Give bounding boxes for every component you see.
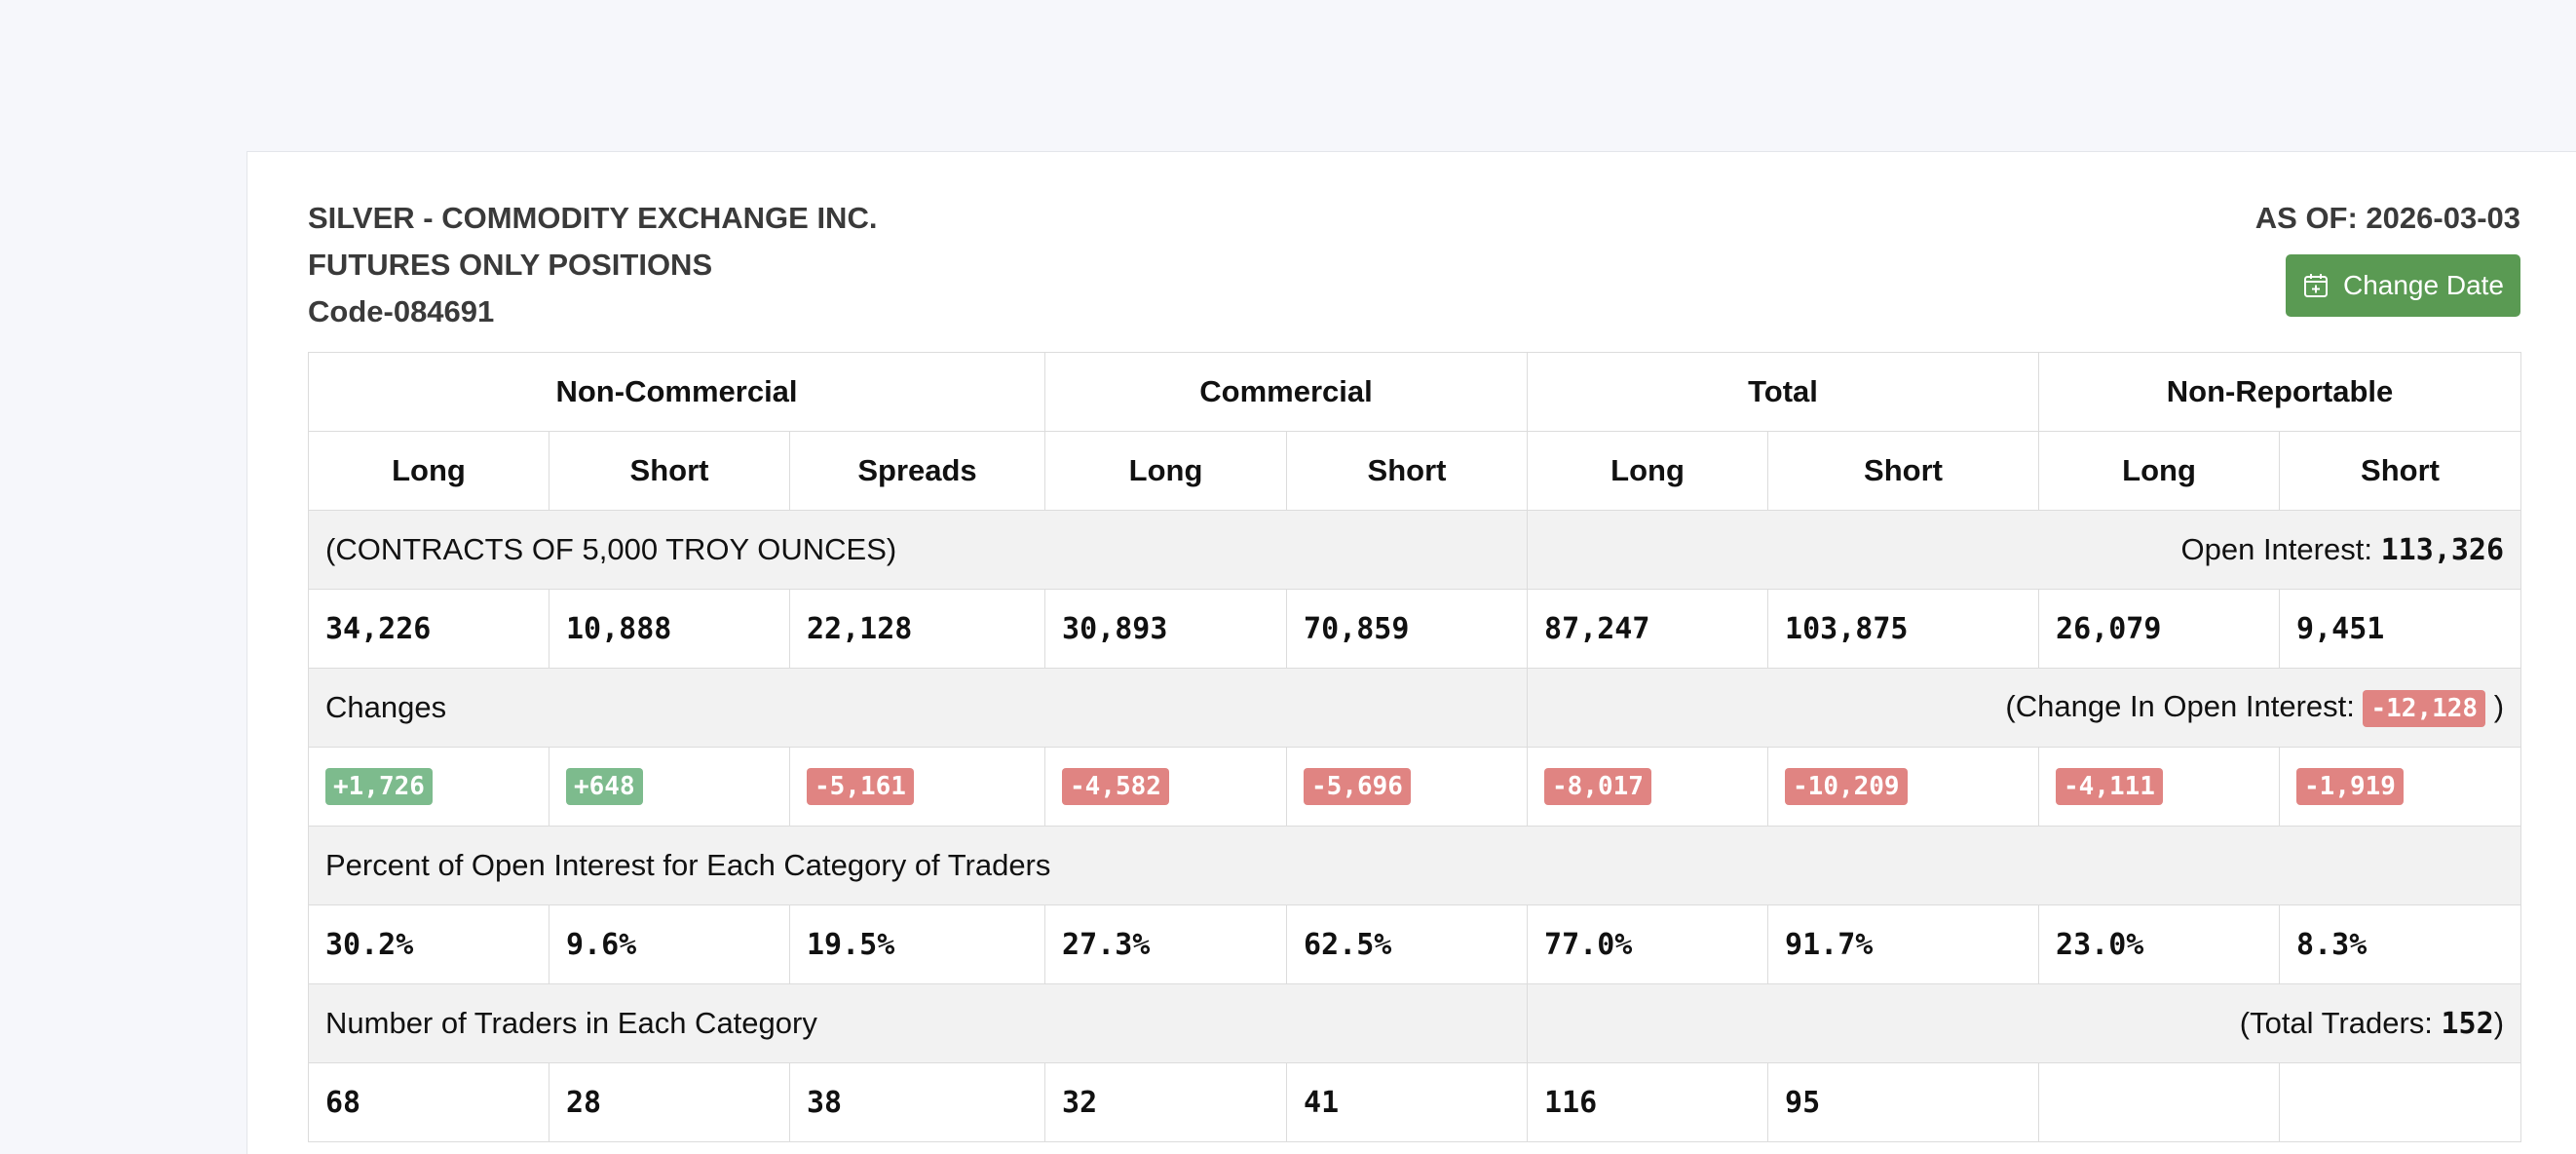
change-cell: +648 [549, 747, 790, 827]
traders-cell: 68 [308, 1062, 549, 1142]
position-cell: 87,247 [1527, 589, 1769, 669]
change-cell: -1,919 [2279, 747, 2522, 827]
position-cell: 10,888 [549, 589, 790, 669]
percent-cell: 62.5% [1286, 904, 1529, 984]
positions-row: 34,226 10,888 22,128 30,893 70,859 87,24… [308, 589, 2522, 669]
report-title-block: SILVER - COMMODITY EXCHANGE INC. FUTURES… [308, 195, 877, 335]
percent-cell: 23.0% [2038, 904, 2281, 984]
change-open-interest-suffix: ) [2493, 688, 2505, 723]
change-badge: -8,017 [1544, 768, 1651, 805]
cot-table: Non-Commercial Commercial Total Non-Repo… [307, 352, 2522, 1142]
percent-cell: 9.6% [549, 904, 790, 984]
position-cell: 9,451 [2279, 589, 2522, 669]
traders-band-row: Number of Traders in Each Category (Tota… [307, 983, 2522, 1063]
percent-cell: 30.2% [308, 904, 549, 984]
column-header: Short [1286, 431, 1529, 511]
percent-label: Percent of Open Interest for Each Catego… [307, 826, 2522, 905]
traders-cell: 38 [788, 1062, 1046, 1142]
change-cell: -4,582 [1044, 747, 1288, 827]
column-header: Short [549, 431, 790, 511]
column-header: Long [1527, 431, 1769, 511]
traders-cell: 116 [1527, 1062, 1769, 1142]
traders-cell [2038, 1062, 2281, 1142]
change-open-interest-label: (Change In Open Interest: [2005, 688, 2355, 723]
change-badge: +648 [566, 768, 643, 805]
calendar-plus-icon [2302, 272, 2330, 299]
change-badge: -5,161 [807, 768, 914, 805]
column-header: Long [2038, 431, 2281, 511]
traders-cell: 41 [1286, 1062, 1529, 1142]
percent-band-row: Percent of Open Interest for Each Catego… [307, 826, 2522, 905]
changes-band-row: Changes (Change In Open Interest: -12,12… [307, 668, 2522, 748]
position-cell: 70,859 [1286, 589, 1529, 669]
traders-label: Number of Traders in Each Category [307, 983, 1529, 1063]
column-header-row: Long Short Spreads Long Short Long Short… [308, 431, 2522, 511]
position-cell: 30,893 [1044, 589, 1288, 669]
group-total: Total [1527, 352, 2040, 432]
column-header: Short [2279, 431, 2522, 511]
change-badge: -4,111 [2056, 768, 2163, 805]
change-badge: -4,582 [1062, 768, 1169, 805]
total-traders-value: 152 [2441, 1007, 2494, 1041]
change-cell: +1,726 [308, 747, 549, 827]
change-badge: -10,209 [1785, 768, 1908, 805]
column-header: Long [308, 431, 549, 511]
group-non-commercial: Non-Commercial [307, 352, 1046, 432]
percent-row: 30.2% 9.6% 19.5% 27.3% 62.5% 77.0% 91.7%… [308, 904, 2522, 984]
change-open-interest-cell: (Change In Open Interest: -12,128 ) [1527, 668, 2522, 748]
changes-label: Changes [307, 668, 1529, 748]
change-open-interest-badge: -12,128 [2363, 689, 2486, 727]
open-interest-cell: Open Interest: 113,326 [1527, 510, 2522, 590]
contracts-label: (CONTRACTS OF 5,000 TROY OUNCES) [307, 510, 1529, 590]
traders-cell: 28 [549, 1062, 790, 1142]
change-cell: -8,017 [1527, 747, 1769, 827]
report-code: Code-084691 [308, 294, 495, 328]
report-subtitle: FUTURES ONLY POSITIONS [308, 248, 713, 282]
total-traders-suffix: ) [2493, 1006, 2505, 1040]
open-interest-value: 113,326 [2380, 533, 2505, 567]
change-badge: -5,696 [1304, 768, 1411, 805]
change-date-button[interactable]: Change Date [2286, 254, 2520, 317]
changes-row: +1,726 +648 -5,161 -4,582 -5,696 -8,017 … [308, 747, 2522, 827]
group-commercial: Commercial [1044, 352, 1529, 432]
group-header-row: Non-Commercial Commercial Total Non-Repo… [307, 352, 2522, 432]
change-date-label: Change Date [2342, 270, 2504, 300]
percent-cell: 77.0% [1527, 904, 1769, 984]
column-header: Long [1044, 431, 1288, 511]
traders-cell: 32 [1044, 1062, 1288, 1142]
total-traders-cell: (Total Traders: 152) [1527, 983, 2522, 1063]
change-cell: -5,161 [788, 747, 1046, 827]
traders-cell: 95 [1767, 1062, 2040, 1142]
as-of-date: AS OF: 2026-03-03 [2254, 201, 2520, 235]
change-cell: -4,111 [2038, 747, 2281, 827]
position-cell: 22,128 [788, 589, 1046, 669]
change-cell: -10,209 [1767, 747, 2040, 827]
open-interest-label: Open Interest: [2180, 532, 2372, 566]
percent-cell: 19.5% [788, 904, 1046, 984]
position-cell: 103,875 [1767, 589, 2040, 669]
change-badge: +1,726 [325, 768, 433, 805]
column-header: Spreads [788, 431, 1046, 511]
traders-cell [2279, 1062, 2522, 1142]
change-cell: -5,696 [1286, 747, 1529, 827]
contracts-band-row: (CONTRACTS OF 5,000 TROY OUNCES) Open In… [307, 510, 2522, 590]
traders-row: 68 28 38 32 41 116 95 [308, 1062, 2522, 1142]
group-non-reportable: Non-Reportable [2038, 352, 2522, 432]
report-title: SILVER - COMMODITY EXCHANGE INC. [308, 201, 878, 235]
cot-report-card: SILVER - COMMODITY EXCHANGE INC. FUTURES… [246, 151, 2576, 1154]
column-header: Short [1767, 431, 2040, 511]
position-cell: 34,226 [308, 589, 549, 669]
total-traders-label: (Total Traders: [2239, 1006, 2433, 1040]
percent-cell: 27.3% [1044, 904, 1288, 984]
position-cell: 26,079 [2038, 589, 2281, 669]
change-badge: -1,919 [2296, 768, 2404, 805]
percent-cell: 91.7% [1767, 904, 2040, 984]
percent-cell: 8.3% [2279, 904, 2522, 984]
